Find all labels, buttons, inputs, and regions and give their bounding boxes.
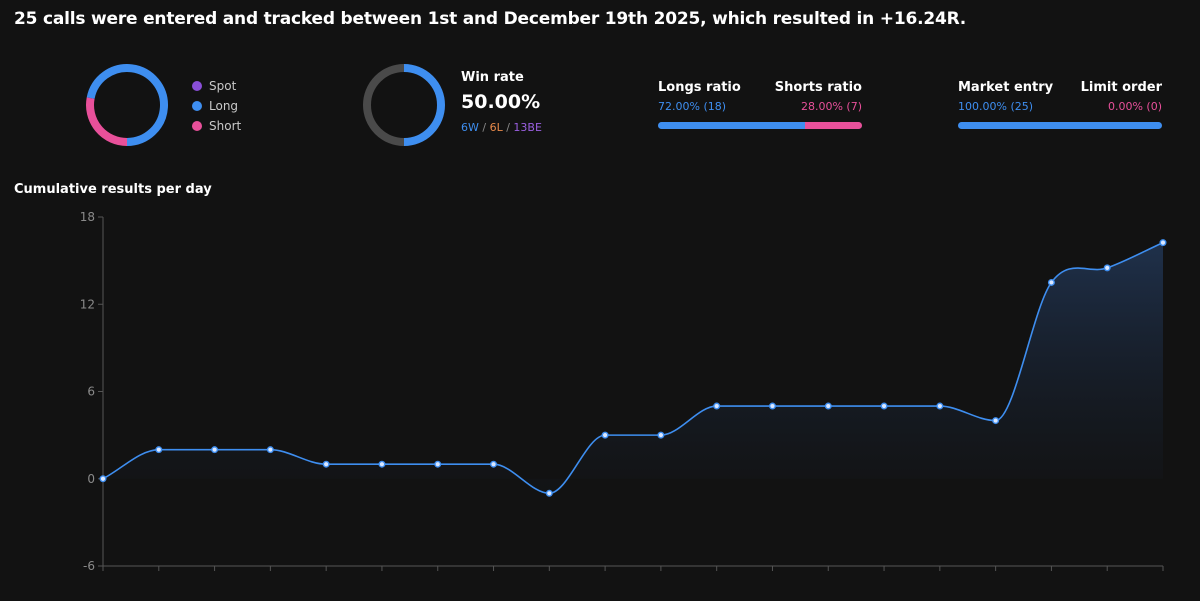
legend-dot	[192, 121, 202, 131]
legend-label: Long	[209, 99, 239, 113]
data-point[interactable]	[99, 475, 107, 483]
data-point[interactable]	[601, 431, 609, 439]
page-headline: 25 calls were entered and tracked betwee…	[14, 9, 967, 29]
data-point[interactable]	[434, 460, 442, 468]
data-point[interactable]	[378, 460, 386, 468]
longs-bar-segment	[658, 122, 805, 129]
entry-type-ratio: Market entry Limit order 100.00% (25) 0.…	[958, 80, 1162, 129]
data-point[interactable]	[880, 402, 888, 410]
data-point[interactable]	[1159, 239, 1167, 247]
data-point[interactable]	[1103, 264, 1111, 272]
donut-slice-short	[86, 97, 128, 146]
data-point[interactable]	[490, 460, 498, 468]
win-rate-track	[363, 64, 405, 146]
longs-ratio-label: Longs ratio	[658, 80, 741, 95]
separator: /	[502, 121, 514, 134]
y-tick-label: 0	[87, 472, 95, 486]
data-point[interactable]	[266, 446, 274, 454]
legend-item-spot: Spot	[192, 76, 241, 96]
entry-type-bar	[958, 122, 1162, 129]
data-point[interactable]	[992, 417, 1000, 425]
market-bar-segment	[958, 122, 1162, 129]
win-rate-block: Win rate 50.00% 6W / 6L / 13BE	[461, 70, 542, 134]
data-point[interactable]	[155, 446, 163, 454]
longs-shorts-ratio: Longs ratio Shorts ratio 72.00% (18) 28.…	[658, 80, 862, 129]
market-entry-label: Market entry	[958, 80, 1054, 95]
win-rate-counts: 6W / 6L / 13BE	[461, 121, 542, 134]
win-rate-title: Win rate	[461, 70, 524, 85]
type-donut-chart	[86, 64, 168, 146]
data-point[interactable]	[211, 446, 219, 454]
separator: /	[478, 121, 490, 134]
shorts-ratio-label: Shorts ratio	[774, 80, 862, 95]
longs-ratio-value: 72.00% (18)	[658, 100, 727, 113]
win-rate-value: 50.00%	[461, 91, 541, 113]
type-legend: Spot Long Short	[192, 76, 241, 136]
data-point[interactable]	[657, 431, 665, 439]
breakeven-count: 13BE	[513, 121, 542, 134]
limit-order-value: 0.00% (0)	[1107, 100, 1162, 113]
data-point[interactable]	[322, 460, 330, 468]
data-point[interactable]	[936, 402, 944, 410]
longs-shorts-bar	[658, 122, 862, 129]
data-point[interactable]	[545, 489, 553, 497]
donut-slice-long	[86, 64, 168, 146]
limit-order-label: Limit order	[1080, 80, 1162, 95]
legend-dot	[192, 101, 202, 111]
shorts-ratio-value: 28.00% (7)	[800, 100, 862, 113]
shorts-bar-segment	[804, 122, 862, 129]
legend-label: Short	[209, 119, 242, 133]
data-point[interactable]	[713, 402, 721, 410]
data-point[interactable]	[824, 402, 832, 410]
win-rate-arc	[403, 64, 445, 146]
chart-title: Cumulative results per day	[14, 182, 212, 197]
legend-dot	[192, 81, 202, 91]
win-rate-donut-chart	[363, 64, 445, 146]
legend-item-short: Short	[192, 116, 241, 136]
y-tick-label: 18	[80, 210, 95, 224]
legend-item-long: Long	[192, 96, 241, 116]
data-point[interactable]	[768, 402, 776, 410]
market-entry-value: 100.00% (25)	[958, 100, 1034, 113]
wins-count: 6W	[461, 121, 479, 134]
y-tick-label: 6	[87, 385, 95, 399]
series-area	[103, 242, 1163, 494]
series-line	[102, 241, 1164, 495]
data-point[interactable]	[1047, 278, 1055, 286]
y-tick-label: 12	[80, 297, 95, 311]
legend-label: Spot	[209, 79, 237, 93]
y-tick-label: -6	[83, 559, 95, 573]
losses-count: 6L	[489, 121, 503, 134]
